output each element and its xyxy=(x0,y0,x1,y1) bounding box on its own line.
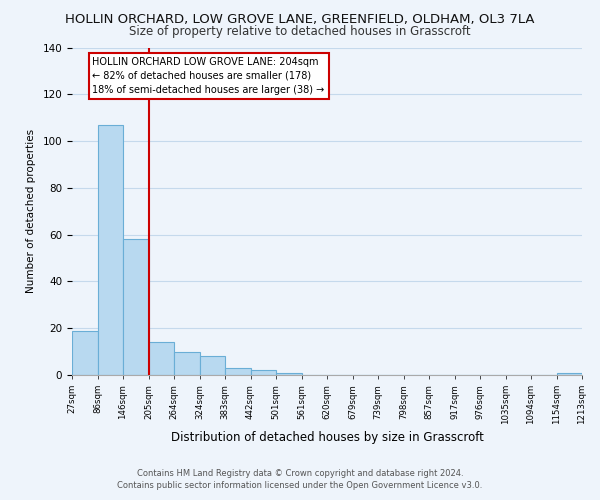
Bar xyxy=(251,370,276,375)
Bar xyxy=(97,124,123,375)
Text: Size of property relative to detached houses in Grasscroft: Size of property relative to detached ho… xyxy=(129,25,471,38)
Bar xyxy=(557,372,582,375)
Y-axis label: Number of detached properties: Number of detached properties xyxy=(26,129,35,294)
Bar xyxy=(225,368,251,375)
Text: HOLLIN ORCHARD, LOW GROVE LANE, GREENFIELD, OLDHAM, OL3 7LA: HOLLIN ORCHARD, LOW GROVE LANE, GREENFIE… xyxy=(65,12,535,26)
Bar xyxy=(199,356,225,375)
Bar xyxy=(72,330,97,375)
X-axis label: Distribution of detached houses by size in Grasscroft: Distribution of detached houses by size … xyxy=(170,432,484,444)
Bar xyxy=(174,352,199,375)
Text: Contains HM Land Registry data © Crown copyright and database right 2024.
Contai: Contains HM Land Registry data © Crown c… xyxy=(118,469,482,490)
Bar xyxy=(276,372,302,375)
Bar xyxy=(149,342,174,375)
Text: HOLLIN ORCHARD LOW GROVE LANE: 204sqm
← 82% of detached houses are smaller (178): HOLLIN ORCHARD LOW GROVE LANE: 204sqm ← … xyxy=(92,57,325,95)
Bar xyxy=(123,240,149,375)
